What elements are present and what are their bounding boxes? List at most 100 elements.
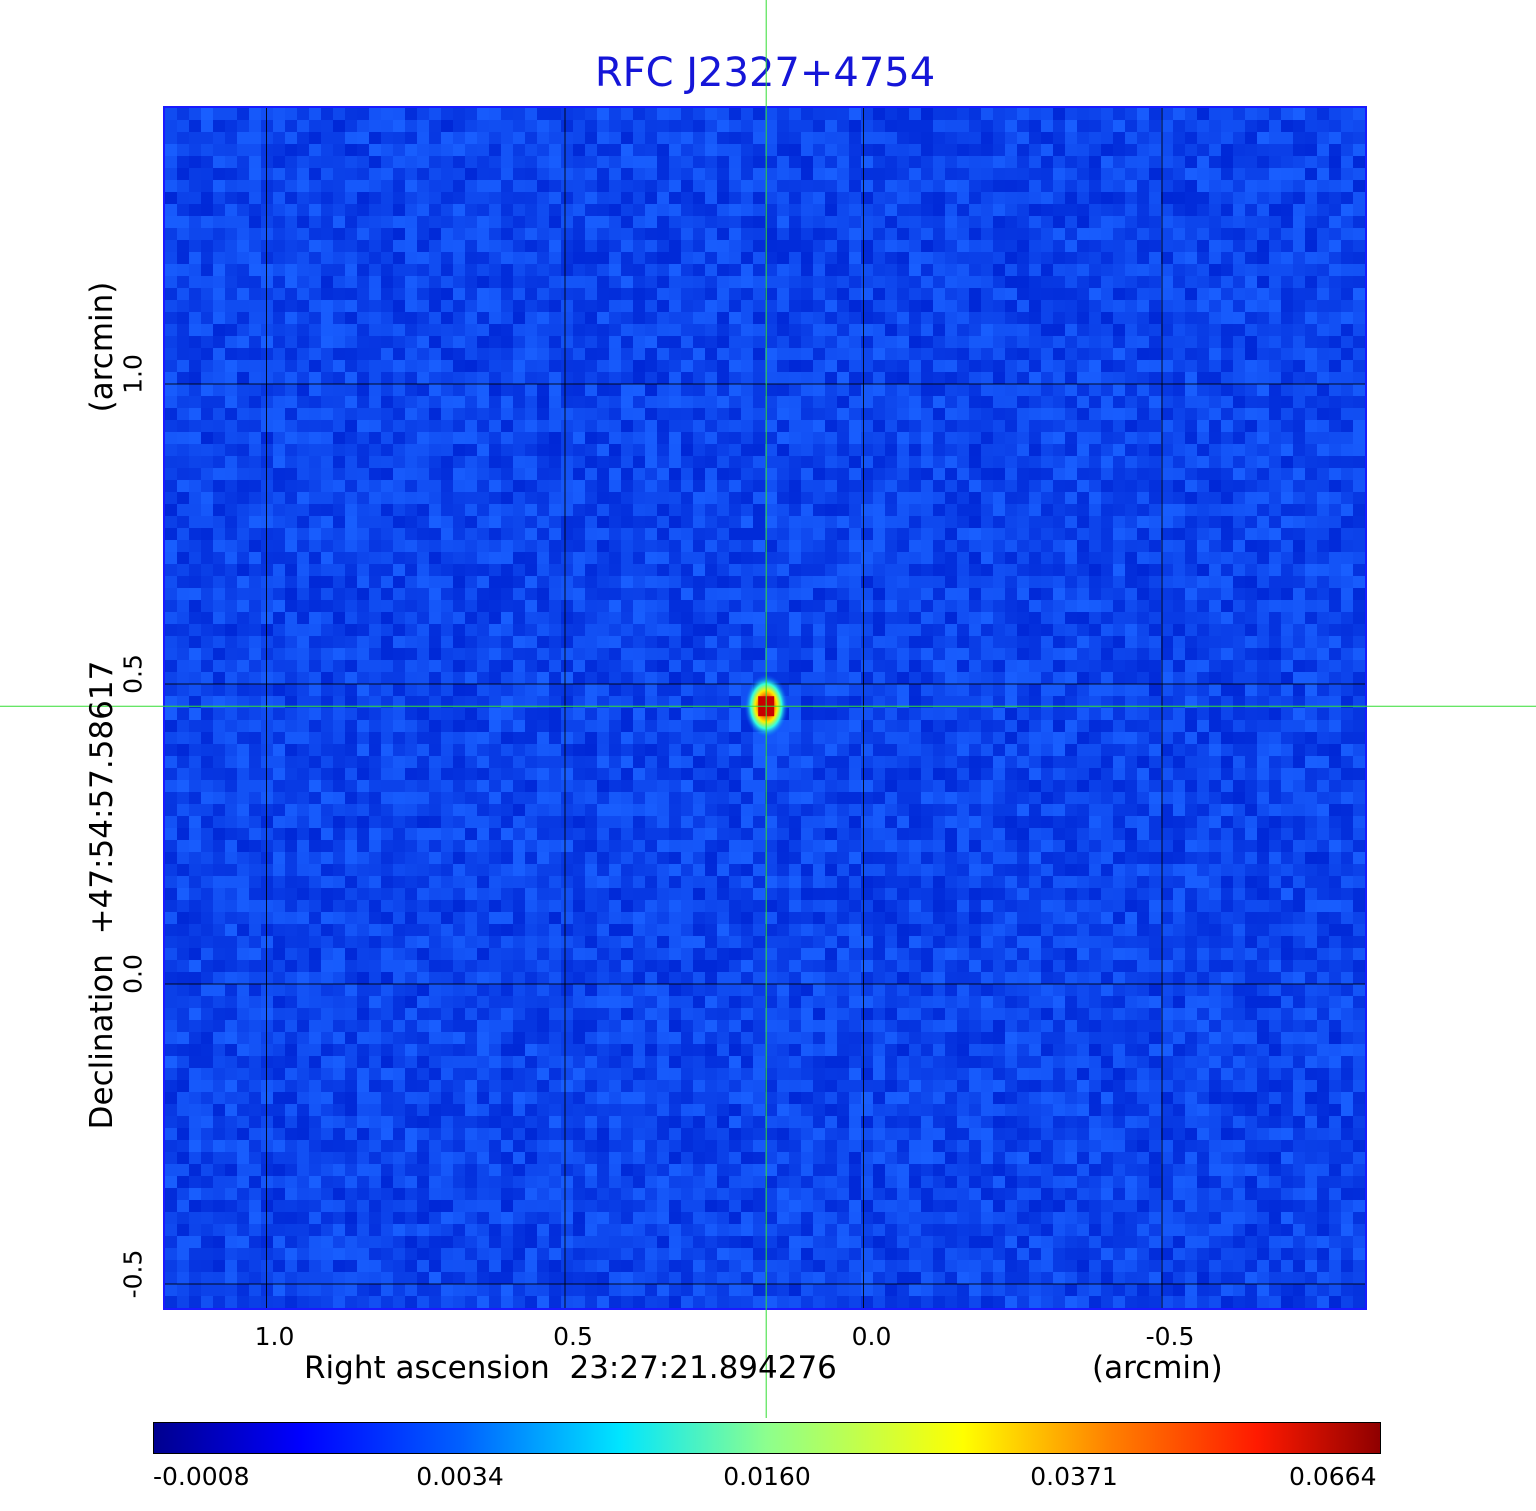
map-pixel [753,576,765,588]
map-pixel [849,312,861,324]
map-pixel [825,528,837,540]
map-pixel [633,192,645,204]
map-pixel [453,276,465,288]
map-pixel [561,168,573,180]
map-pixel [525,300,537,312]
map-pixel [945,660,957,672]
map-pixel [1221,348,1233,360]
map-pixel [273,168,285,180]
map-pixel [585,288,597,300]
map-pixel [1029,144,1041,156]
map-pixel [1293,576,1305,588]
map-pixel [645,288,657,300]
map-pixel [801,240,813,252]
image-map[interactable] [163,106,1367,1310]
map-pixel [1245,528,1257,540]
map-pixel [189,348,201,360]
map-pixel [657,588,669,600]
map-pixel [285,408,297,420]
map-pixel [225,492,237,504]
map-pixel [933,648,945,660]
map-pixel [777,312,789,324]
map-pixel [1317,660,1329,672]
map-pixel [1257,348,1269,360]
map-pixel [237,240,249,252]
map-pixel [945,228,957,240]
map-pixel [369,612,381,624]
map-pixel [705,588,717,600]
map-pixel [945,360,957,372]
map-pixel [753,372,765,384]
map-pixel [225,372,237,384]
map-pixel [993,240,1005,252]
map-pixel [585,360,597,372]
map-pixel [621,492,633,504]
map-pixel [333,456,345,468]
map-pixel [381,132,393,144]
map-pixel [477,444,489,456]
map-pixel [1161,468,1173,480]
map-pixel [669,348,681,360]
map-pixel [189,336,201,348]
map-pixel [657,624,669,636]
map-pixel [1029,588,1041,600]
map-pixel [1017,288,1029,300]
map-pixel [825,384,837,396]
map-pixel [201,516,213,528]
map-pixel [405,360,417,372]
map-pixel [285,168,297,180]
map-pixel [237,420,249,432]
map-pixel [1341,576,1353,588]
map-pixel [597,456,609,468]
map-pixel [1197,240,1209,252]
map-pixel [753,324,765,336]
map-pixel [765,420,777,432]
map-pixel [525,156,537,168]
map-pixel [693,324,705,336]
map-pixel [825,540,837,552]
map-pixel [1281,684,1293,696]
map-pixel [981,204,993,216]
map-pixel [1245,576,1257,588]
map-pixel [441,420,453,432]
map-pixel [693,420,705,432]
map-pixel [1125,540,1137,552]
map-pixel [1113,192,1125,204]
map-pixel [1005,396,1017,408]
map-pixel [1137,564,1149,576]
map-pixel [177,552,189,564]
map-pixel [261,444,273,456]
map-pixel [597,648,609,660]
map-pixel [1173,336,1185,348]
map-pixel [1293,552,1305,564]
map-pixel [1065,684,1077,696]
map-pixel [789,528,801,540]
map-pixel [597,312,609,324]
map-pixel [825,276,837,288]
map-pixel [885,588,897,600]
map-pixel [1305,456,1317,468]
map-pixel [1089,564,1101,576]
map-pixel [177,144,189,156]
map-pixel [945,540,957,552]
map-pixel [705,360,717,372]
map-pixel [813,432,825,444]
map-pixel [693,360,705,372]
map-pixel [981,120,993,132]
map-pixel [957,600,969,612]
map-pixel [621,468,633,480]
map-pixel [609,468,621,480]
map-pixel [1329,564,1341,576]
map-pixel [525,168,537,180]
map-pixel [213,540,225,552]
map-pixel [729,588,741,600]
map-pixel [165,336,177,348]
map-pixel [741,432,753,444]
map-pixel [1149,624,1161,636]
map-pixel [1341,360,1353,372]
map-pixel [417,264,429,276]
map-pixel [957,696,969,708]
map-pixel [369,432,381,444]
map-pixel [909,300,921,312]
map-pixel [1281,408,1293,420]
